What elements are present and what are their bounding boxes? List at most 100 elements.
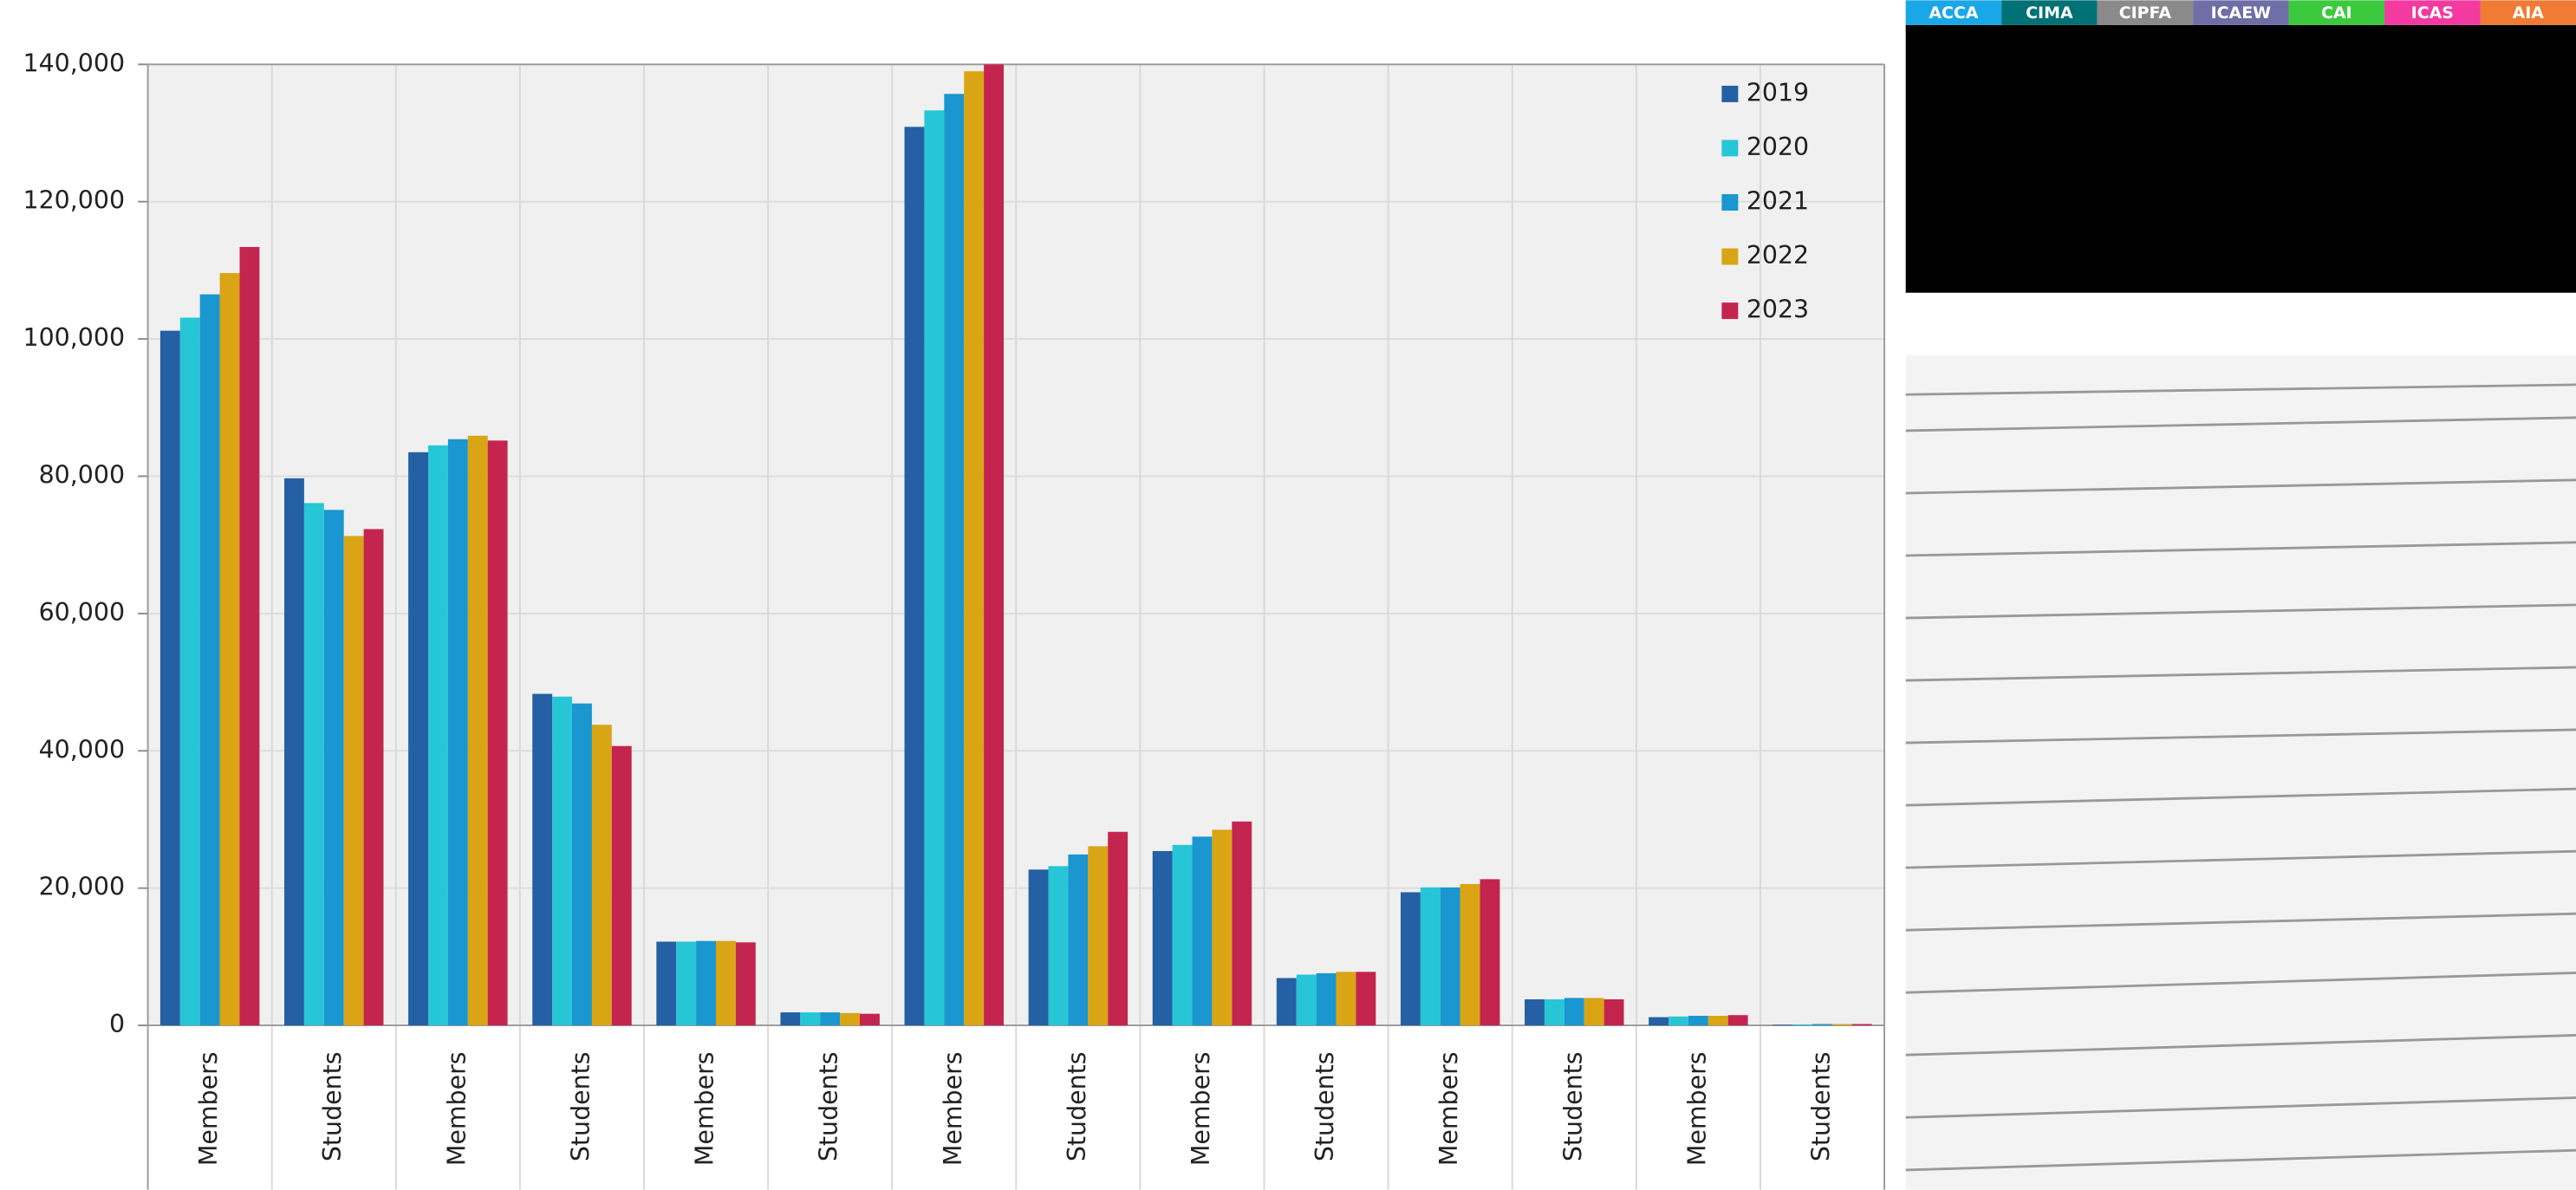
legend-swatch <box>1721 302 1739 320</box>
x-tick-label: Members <box>939 1051 967 1166</box>
x-tick-label: Members <box>442 1051 471 1166</box>
bar <box>1152 850 1173 1026</box>
tab-label: CIPFA <box>2119 3 2172 23</box>
bar <box>859 1013 880 1026</box>
bar <box>715 940 736 1026</box>
x-tick-label: Students <box>1806 1051 1835 1161</box>
bar <box>1480 879 1500 1026</box>
bar <box>408 452 429 1026</box>
bar <box>1669 1016 1688 1026</box>
bar <box>1564 998 1584 1026</box>
bar <box>1460 883 1480 1026</box>
legend-swatch <box>1721 248 1739 265</box>
bar <box>239 246 260 1026</box>
bar <box>1356 972 1376 1026</box>
bar <box>363 529 384 1026</box>
bar <box>964 71 985 1026</box>
bar <box>447 439 468 1026</box>
bar <box>1400 892 1421 1026</box>
bar <box>1088 846 1109 1026</box>
bar <box>1316 972 1337 1026</box>
bar <box>780 1012 801 1026</box>
bar <box>1420 887 1441 1026</box>
bar <box>944 94 965 1026</box>
tab[interactable] <box>2001 0 2098 25</box>
bar <box>1603 999 1624 1026</box>
bar <box>1296 974 1317 1026</box>
tab-label: ICAS <box>2411 3 2454 23</box>
bar <box>1048 866 1069 1026</box>
bar <box>343 536 364 1026</box>
bar <box>1232 821 1252 1026</box>
tab[interactable] <box>2097 0 2194 25</box>
x-tick-label: Students <box>318 1051 347 1161</box>
legend-label: 2020 <box>1747 133 1809 161</box>
tab-label: ICAEW <box>2211 3 2272 23</box>
tab[interactable] <box>2384 0 2481 25</box>
bar <box>1028 869 1049 1026</box>
bar <box>467 435 488 1026</box>
image-lines <box>1905 383 2576 1172</box>
bar <box>1812 1024 1832 1026</box>
x-tick-label: Members <box>194 1051 223 1166</box>
x-tick-label: Members <box>1187 1051 1215 1166</box>
tab[interactable] <box>2288 0 2385 25</box>
x-tick-label: Members <box>1434 1051 1463 1166</box>
bar <box>532 693 553 1026</box>
bar <box>303 503 324 1026</box>
bar <box>984 64 1004 1026</box>
legend-swatch <box>1721 194 1739 211</box>
bar <box>1584 998 1604 1026</box>
x-tick-label: Members <box>1682 1051 1711 1166</box>
tab-label: AIA <box>2513 3 2545 23</box>
bar <box>1108 831 1129 1026</box>
x-tick-label: Students <box>1311 1051 1339 1161</box>
y-tick-label: 140,000 <box>23 49 126 77</box>
bar <box>1525 999 1545 1026</box>
y-tick-label: 100,000 <box>23 323 126 352</box>
bar <box>904 127 925 1026</box>
bar <box>840 1012 860 1026</box>
x-tick-label: Students <box>815 1051 843 1161</box>
bar <box>611 745 632 1026</box>
bar <box>800 1012 821 1026</box>
bar <box>1792 1024 1813 1026</box>
bar <box>1851 1024 1872 1026</box>
bar <box>1192 836 1213 1026</box>
y-tick-label: 60,000 <box>39 598 125 627</box>
tab[interactable] <box>1905 0 2002 25</box>
bar <box>696 940 716 1026</box>
bar <box>323 510 344 1026</box>
bar <box>159 330 180 1026</box>
bar <box>1336 972 1356 1026</box>
bar <box>552 696 573 1026</box>
bar <box>487 440 508 1026</box>
bar <box>676 941 697 1026</box>
image-panel <box>1905 354 2576 1190</box>
bar <box>1440 887 1460 1026</box>
x-tick-label: Students <box>1063 1051 1091 1161</box>
bar <box>284 478 304 1026</box>
bar <box>1276 978 1297 1026</box>
legend-label: 2021 <box>1747 186 1809 215</box>
tab-label: ACCA <box>1929 3 1978 23</box>
x-tick-label: Students <box>566 1051 595 1161</box>
bar <box>1212 829 1233 1026</box>
bar <box>591 725 612 1026</box>
legend-swatch <box>1721 85 1739 102</box>
bar <box>572 703 592 1026</box>
video-panel <box>1905 24 2576 293</box>
bar <box>1688 1016 1708 1026</box>
bar <box>179 317 200 1026</box>
bar <box>428 445 448 1026</box>
y-tick-label: 80,000 <box>39 460 125 489</box>
tab-label: CIMA <box>2026 3 2073 23</box>
image-bg <box>1905 354 2576 1190</box>
y-tick-label: 20,000 <box>39 873 125 901</box>
legend-swatch <box>1721 140 1739 157</box>
bar <box>820 1012 841 1026</box>
tab[interactable] <box>2480 0 2576 25</box>
bar <box>1727 1015 1748 1026</box>
tab[interactable] <box>2193 0 2289 25</box>
